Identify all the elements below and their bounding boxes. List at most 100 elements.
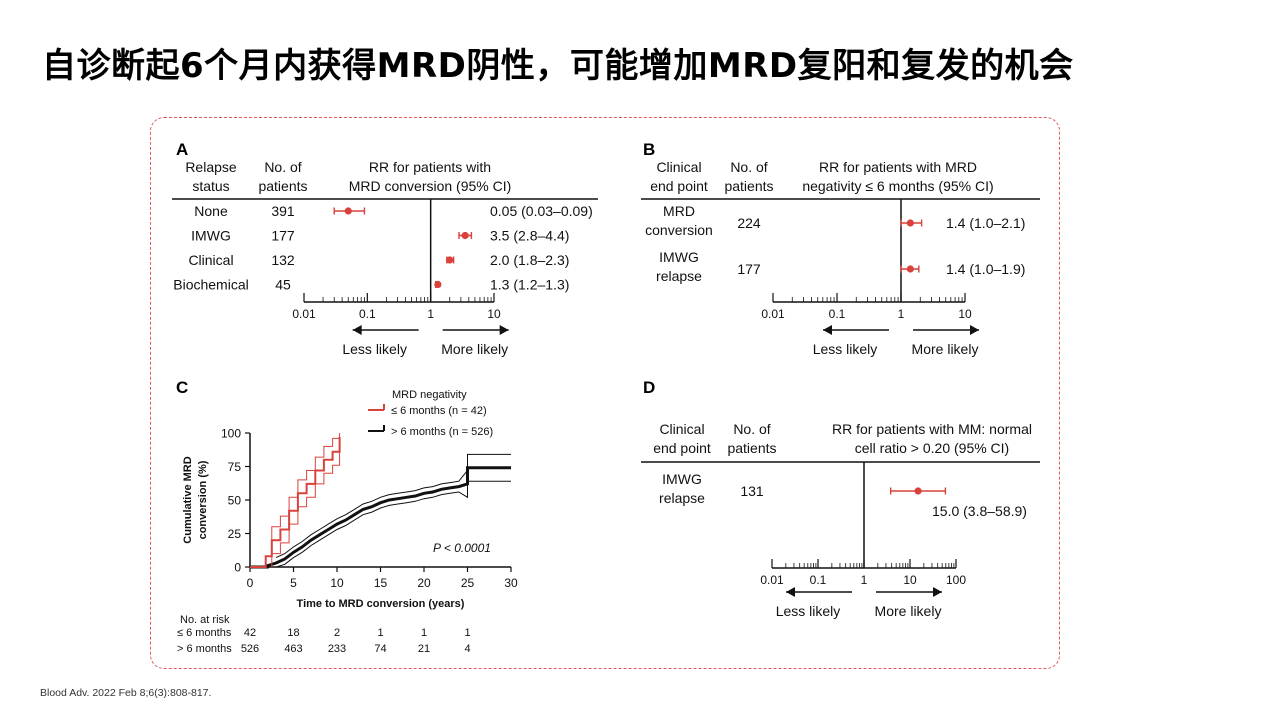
citation: Blood Adv. 2022 Feb 8;6(3):808-817. (40, 687, 212, 699)
panel-a-row-rr-text: 0.05 (0.03–0.09) (490, 203, 593, 219)
panel-d-header-status: end point (653, 440, 711, 456)
panel-c-y-label-line1: Cumulative MRD (182, 456, 194, 543)
panel-d-label-less-likely: Less likely (776, 603, 841, 619)
panel-c-risk-value: 4 (464, 643, 470, 655)
panel-a-row-label: Clinical (188, 252, 233, 268)
panel-c-y-tick-label: 0 (234, 561, 241, 575)
panel-b-tick-label: 10 (958, 307, 972, 321)
panel-a-row-rr-text: 2.0 (1.8–2.3) (490, 252, 569, 268)
panel-c-x-tick-label: 30 (504, 576, 518, 590)
panel-c-legend-black-label: > 6 months (n = 526) (391, 426, 493, 438)
panel-b-header-n: patients (724, 178, 773, 194)
panel-c-black-ci-upper (275, 453, 511, 559)
panel-a-row-label: Biochemical (173, 277, 248, 293)
panel-b-tick-label: 0.01 (761, 307, 785, 321)
panel-d-letter: D (643, 378, 655, 397)
panel-b-arrow-more-head (970, 325, 979, 335)
panel-a-header-status: Relapse (185, 159, 237, 175)
panel-c-risk-value: 42 (244, 627, 256, 639)
panel-c-legend-red-label: ≤ 6 months (n = 42) (391, 405, 487, 417)
panel-d-row-n: 131 (740, 483, 764, 499)
panel-a-tick-label: 0.1 (359, 307, 376, 321)
panel-b-row-rr-text: 1.4 (1.0–2.1) (946, 215, 1025, 231)
panel-d-row-rr-text: 15.0 (3.8–58.9) (932, 503, 1027, 519)
panel-b-header-rr: RR for patients with MRD (819, 159, 977, 175)
panel-c-risk-value: 233 (328, 643, 346, 655)
panel-d-point-estimate (914, 487, 922, 495)
panel-a-row-rr-text: 3.5 (2.8–4.4) (490, 228, 569, 244)
panel-a-row-n: 45 (275, 277, 291, 293)
panel-b-point-estimate (906, 219, 914, 227)
panel-c-red-ci-upper (271, 433, 341, 543)
panel-c-x-tick-label: 10 (330, 576, 344, 590)
panel-c-y-label-line2: conversion (%) (197, 460, 209, 539)
panel-c-y-tick-label: 50 (228, 494, 242, 508)
panel-c-letter: C (176, 378, 188, 397)
panel-a-point-estimate (344, 207, 352, 215)
panel-b-header-rr: negativity ≤ 6 months (95% CI) (802, 178, 993, 194)
panel-c-x-tick-label: 25 (461, 576, 475, 590)
panel-d-header-status: Clinical (659, 421, 704, 437)
panel-c-risk-row-label: > 6 months (177, 643, 232, 655)
panel-a-row-rr-text: 1.3 (1.2–1.3) (490, 277, 569, 293)
panel-c-p-value: P < 0.0001 (433, 541, 491, 555)
panel-b-label-less-likely: Less likely (813, 341, 878, 357)
panel-d-tick-label: 0.1 (810, 573, 827, 587)
panel-c-risk-value: 526 (241, 643, 259, 655)
panel-a-arrow-more-head (499, 325, 509, 335)
panel-a-row-label: IMWG (191, 228, 231, 244)
panel-c-x-label: Time to MRD conversion (years) (297, 598, 465, 610)
figure-frame (150, 117, 1060, 669)
panel-a-arrow-less-head (352, 325, 362, 335)
panel-a-header-n: No. of (264, 159, 301, 175)
panel-b-tick-label: 1 (898, 307, 905, 321)
panel-b-row-label: conversion (645, 222, 713, 238)
panel-c-risk-title: No. at risk (180, 614, 230, 626)
panel-a-label-less-likely: Less likely (342, 341, 407, 357)
panel-b-label-more-likely: More likely (912, 341, 979, 357)
panel-a-point-estimate (434, 280, 442, 289)
panel-b-row-rr-text: 1.4 (1.0–1.9) (946, 261, 1025, 277)
panel-c-series-black-line (250, 466, 511, 569)
panel-c-x-tick-label: 0 (247, 576, 254, 590)
slide-title: 自诊断起6个月内获得MRD阴性，可能增加MRD复阳和复发的机会 (42, 46, 1074, 86)
panel-c-risk-value: 21 (418, 643, 430, 655)
panel-c-red-ci-lower (271, 450, 341, 567)
panel-d-label-more-likely: More likely (875, 603, 942, 619)
panel-c-risk-value: 1 (421, 627, 427, 639)
panel-d-header-rr: cell ratio > 0.20 (95% CI) (855, 440, 1009, 456)
panel-d-arrow-less-head (786, 587, 795, 597)
panel-a-point-estimate (446, 256, 454, 264)
panel-a-header-rr: MRD conversion (95% CI) (349, 178, 512, 194)
panel-c-risk-value: 2 (334, 627, 340, 639)
panel-c-series-red-line (250, 437, 341, 568)
panel-a-letter: A (176, 140, 188, 159)
panel-b-letter: B (643, 140, 655, 159)
panel-d-header-rr: RR for patients with MM: normal (832, 421, 1032, 437)
panel-a-header-n: patients (258, 178, 307, 194)
panel-d-header-n: patients (727, 440, 776, 456)
panel-c-risk-value: 74 (374, 643, 386, 655)
panel-a-header-rr: RR for patients with (369, 159, 491, 175)
panel-b-point-estimate (906, 265, 914, 273)
panel-d-row-label: IMWG (662, 471, 702, 487)
panel-c-x-tick-label: 15 (374, 576, 388, 590)
panel-a-label-more-likely: More likely (441, 341, 508, 357)
panel-d-row-label: relapse (659, 490, 705, 506)
panel-d-tick-label: 1 (861, 573, 868, 587)
panel-b-row-label: relapse (656, 268, 702, 284)
panel-b-header-status: end point (650, 178, 708, 194)
panel-b-tick-label: 0.1 (829, 307, 846, 321)
panel-c-y-tick-label: 75 (228, 460, 242, 474)
panel-a-header-status: status (192, 178, 229, 194)
panel-b-row-label: IMWG (659, 249, 699, 265)
panel-a-tick-label: 1 (427, 307, 434, 321)
panel-d-tick-label: 100 (946, 573, 966, 587)
panel-b-header-n: No. of (730, 159, 767, 175)
panel-d-tick-label: 0.01 (760, 573, 784, 587)
panel-b-arrow-less-head (823, 325, 832, 335)
panel-b-row-label: MRD (663, 203, 695, 219)
panel-a-row-label: None (194, 203, 228, 219)
panel-d-arrow-more-head (933, 587, 942, 597)
